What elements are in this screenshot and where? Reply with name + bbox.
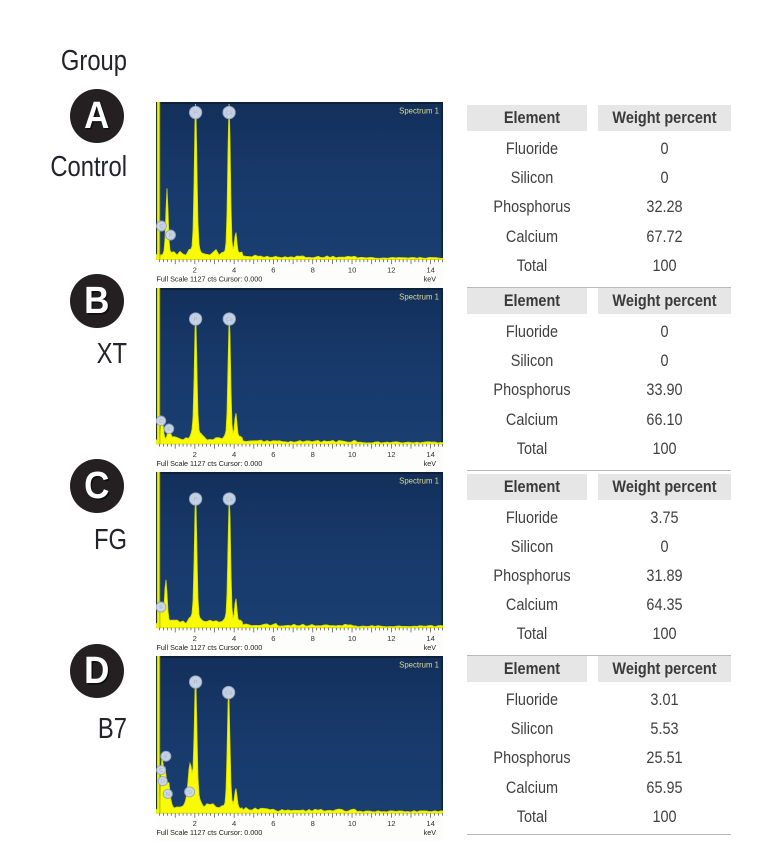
svg-text:12: 12 bbox=[387, 266, 395, 275]
svg-text:12: 12 bbox=[387, 633, 395, 642]
svg-text:14: 14 bbox=[426, 450, 434, 459]
svg-text:14: 14 bbox=[426, 633, 434, 642]
svg-text:4: 4 bbox=[232, 633, 236, 642]
svg-text:6: 6 bbox=[271, 266, 275, 275]
svg-text:C: C bbox=[159, 418, 163, 424]
svg-text:2: 2 bbox=[193, 450, 197, 459]
svg-text:10: 10 bbox=[348, 819, 356, 828]
svg-text:10: 10 bbox=[348, 450, 356, 459]
svg-text:Ca: Ca bbox=[226, 111, 234, 117]
svg-text:F: F bbox=[164, 754, 168, 760]
svg-text:Spectrum 1: Spectrum 1 bbox=[399, 292, 439, 301]
svg-text:4: 4 bbox=[232, 450, 236, 459]
svg-text:8: 8 bbox=[311, 633, 315, 642]
svg-text:Ca: Ca bbox=[226, 317, 234, 323]
svg-text:2: 2 bbox=[193, 633, 197, 642]
svg-text:8: 8 bbox=[311, 266, 315, 275]
svg-text:14: 14 bbox=[426, 266, 434, 275]
svg-text:keV: keV bbox=[424, 642, 437, 651]
svg-text:F: F bbox=[159, 605, 163, 611]
svg-text:4: 4 bbox=[232, 819, 236, 828]
svg-text:14: 14 bbox=[426, 819, 434, 828]
svg-text:Full Scale 1127 cts Cursor: 0.: Full Scale 1127 cts Cursor: 0.000 bbox=[157, 459, 263, 468]
svg-text:P: P bbox=[194, 317, 198, 323]
svg-text:6: 6 bbox=[271, 633, 275, 642]
svg-text:Spectrum 1: Spectrum 1 bbox=[399, 476, 439, 485]
svg-text:10: 10 bbox=[348, 633, 356, 642]
svg-text:Spectrum 1: Spectrum 1 bbox=[399, 107, 439, 116]
svg-text:2: 2 bbox=[193, 819, 197, 828]
svg-text:F: F bbox=[169, 233, 173, 239]
svg-text:C: C bbox=[159, 768, 163, 774]
svg-text:4: 4 bbox=[232, 266, 236, 275]
svg-text:keV: keV bbox=[424, 459, 437, 468]
svg-text:Full Scale 1127 cts Cursor: 0.: Full Scale 1127 cts Cursor: 0.000 bbox=[157, 828, 263, 837]
svg-text:10: 10 bbox=[348, 266, 356, 275]
svg-text:C: C bbox=[159, 224, 163, 230]
svg-text:8: 8 bbox=[311, 450, 315, 459]
svg-text:P: P bbox=[194, 497, 198, 503]
svg-text:Full Scale 1127 cts Cursor: 0.: Full Scale 1127 cts Cursor: 0.000 bbox=[157, 275, 263, 284]
svg-text:Si: Si bbox=[187, 790, 192, 796]
svg-text:Ca: Ca bbox=[225, 690, 233, 696]
svg-text:2: 2 bbox=[193, 266, 197, 275]
svg-text:P: P bbox=[194, 111, 198, 117]
svg-text:12: 12 bbox=[387, 819, 395, 828]
svg-text:8: 8 bbox=[311, 819, 315, 828]
svg-text:12: 12 bbox=[387, 450, 395, 459]
svg-text:N: N bbox=[166, 792, 170, 798]
svg-text:keV: keV bbox=[424, 828, 437, 837]
svg-text:6: 6 bbox=[271, 450, 275, 459]
svg-text:F: F bbox=[167, 426, 171, 432]
svg-text:O: O bbox=[161, 779, 166, 785]
svg-text:P: P bbox=[194, 680, 198, 686]
svg-text:Full Scale 1127 cts Cursor: 0.: Full Scale 1127 cts Cursor: 0.000 bbox=[157, 642, 263, 651]
svg-text:Spectrum 1: Spectrum 1 bbox=[399, 660, 439, 669]
svg-text:6: 6 bbox=[271, 819, 275, 828]
svg-text:Ca: Ca bbox=[226, 497, 234, 503]
svg-text:keV: keV bbox=[424, 275, 437, 284]
